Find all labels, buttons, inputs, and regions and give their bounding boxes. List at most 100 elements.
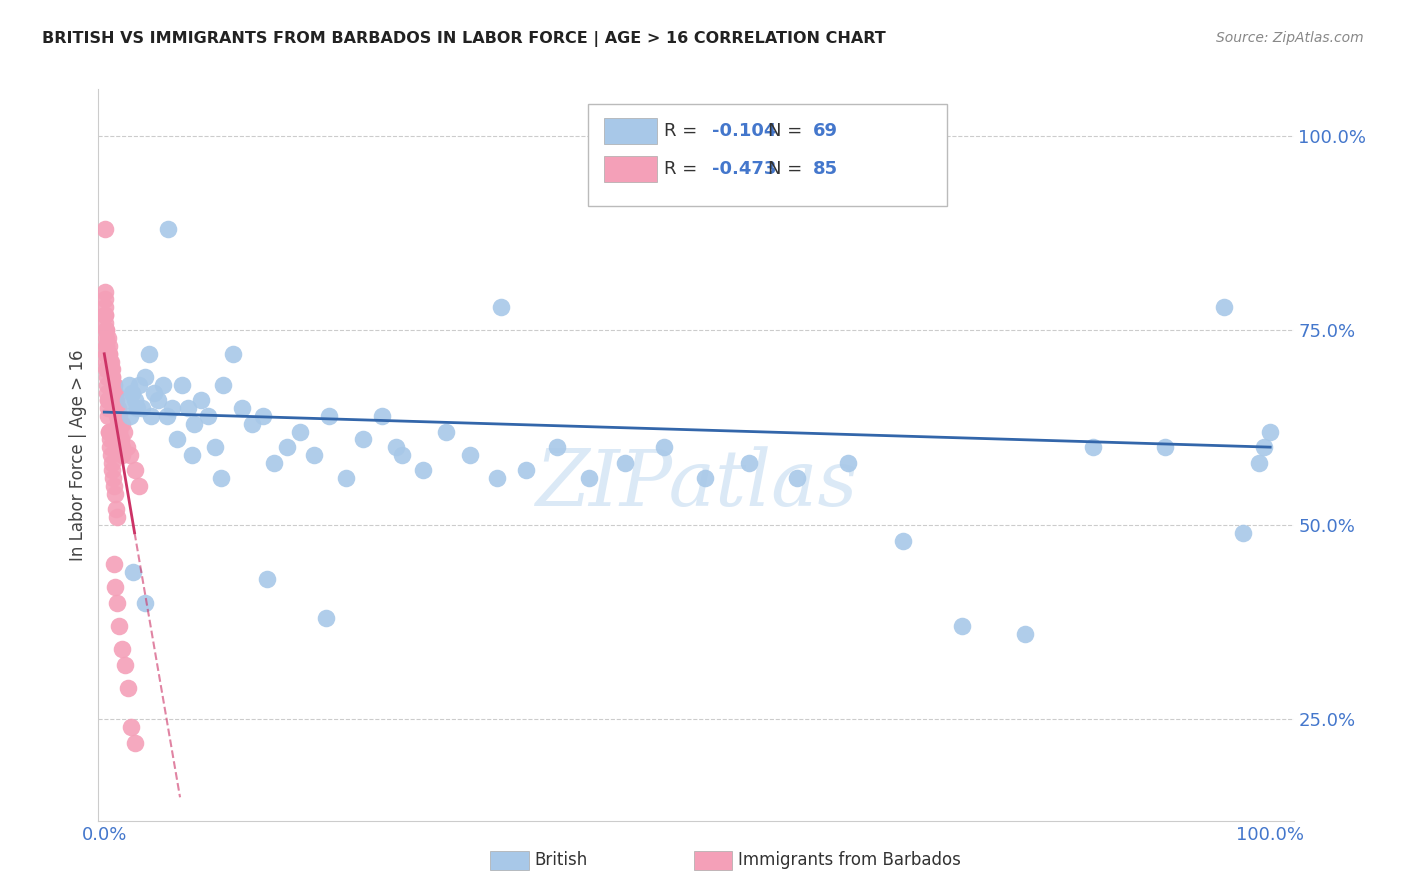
Point xyxy=(384,440,406,454)
Text: BRITISH VS IMMIGRANTS FROM BARBADOS IN LABOR FORCE | AGE > 16 CORRELATION CHART: BRITISH VS IMMIGRANTS FROM BARBADOS IN L… xyxy=(42,31,886,47)
Point xyxy=(96,362,118,376)
Point xyxy=(97,401,120,416)
Point xyxy=(94,339,117,353)
Point xyxy=(124,463,146,477)
Point xyxy=(1212,300,1234,314)
Point xyxy=(352,433,374,447)
Text: N =: N = xyxy=(768,160,807,178)
Point xyxy=(139,409,162,423)
Point xyxy=(118,409,141,423)
Point xyxy=(177,401,200,416)
Point xyxy=(950,619,973,633)
Text: ZIPatlas: ZIPatlas xyxy=(534,446,858,523)
Point xyxy=(108,425,131,439)
Point xyxy=(103,471,125,485)
Text: R =: R = xyxy=(664,122,703,140)
Point xyxy=(103,557,125,571)
Point xyxy=(166,433,188,447)
Point xyxy=(100,354,122,368)
Point xyxy=(157,222,180,236)
Point xyxy=(118,377,141,392)
Point xyxy=(460,448,482,462)
Point xyxy=(578,471,600,485)
Point xyxy=(183,417,205,431)
Point xyxy=(94,316,117,330)
Point xyxy=(98,354,121,368)
Point xyxy=(371,409,394,423)
Point xyxy=(114,658,136,673)
Point xyxy=(204,440,226,454)
Point xyxy=(105,596,128,610)
Point xyxy=(1253,440,1275,454)
Point xyxy=(98,347,121,361)
Point xyxy=(107,417,129,431)
Text: Source: ZipAtlas.com: Source: ZipAtlas.com xyxy=(1216,31,1364,45)
Point xyxy=(837,456,859,470)
Point xyxy=(104,393,127,408)
FancyBboxPatch shape xyxy=(693,851,733,870)
Point xyxy=(96,347,118,361)
Point xyxy=(138,347,160,361)
Point xyxy=(134,596,156,610)
Point xyxy=(152,377,174,392)
Point xyxy=(108,425,131,439)
Point xyxy=(252,409,274,423)
Point xyxy=(104,487,127,501)
Point xyxy=(434,425,457,439)
Point xyxy=(124,393,146,408)
Point xyxy=(190,393,212,408)
Point xyxy=(103,385,125,400)
Point xyxy=(111,440,134,454)
Point xyxy=(110,433,132,447)
Point xyxy=(1258,425,1281,439)
Point xyxy=(103,479,125,493)
Point xyxy=(94,339,117,353)
Point xyxy=(128,479,150,493)
Point xyxy=(101,377,124,392)
Text: 69: 69 xyxy=(813,122,838,140)
Point xyxy=(105,401,128,416)
Point xyxy=(786,471,808,485)
Point xyxy=(515,463,537,477)
Point xyxy=(180,448,202,462)
Point xyxy=(124,736,146,750)
Point xyxy=(108,619,131,633)
Point xyxy=(96,354,118,368)
Point xyxy=(98,354,121,368)
Point xyxy=(111,448,134,462)
Point xyxy=(98,433,121,447)
Point xyxy=(134,370,156,384)
Text: Immigrants from Barbados: Immigrants from Barbados xyxy=(738,851,960,869)
Point xyxy=(111,642,134,657)
Point xyxy=(891,533,914,548)
Point xyxy=(1232,525,1254,540)
Point xyxy=(146,393,169,408)
Point xyxy=(172,377,194,392)
Point xyxy=(221,347,243,361)
Point xyxy=(335,471,357,485)
Point xyxy=(94,347,117,361)
Text: R =: R = xyxy=(664,160,703,178)
Point xyxy=(115,440,138,454)
Point xyxy=(94,323,117,337)
Point xyxy=(104,393,127,408)
Point xyxy=(131,401,153,416)
Point xyxy=(98,425,121,439)
Point xyxy=(108,433,131,447)
Point xyxy=(652,440,675,454)
Point xyxy=(107,417,129,431)
Point xyxy=(160,401,183,416)
Point xyxy=(111,417,134,431)
Point xyxy=(96,393,118,408)
Point xyxy=(101,463,124,477)
Point xyxy=(693,471,716,485)
Point xyxy=(94,308,117,322)
Point xyxy=(276,440,298,454)
Point xyxy=(212,377,235,392)
Point xyxy=(100,456,122,470)
Point xyxy=(100,448,122,462)
Point xyxy=(318,409,340,423)
Point xyxy=(112,425,135,439)
Point xyxy=(105,409,128,423)
Point xyxy=(315,611,337,625)
